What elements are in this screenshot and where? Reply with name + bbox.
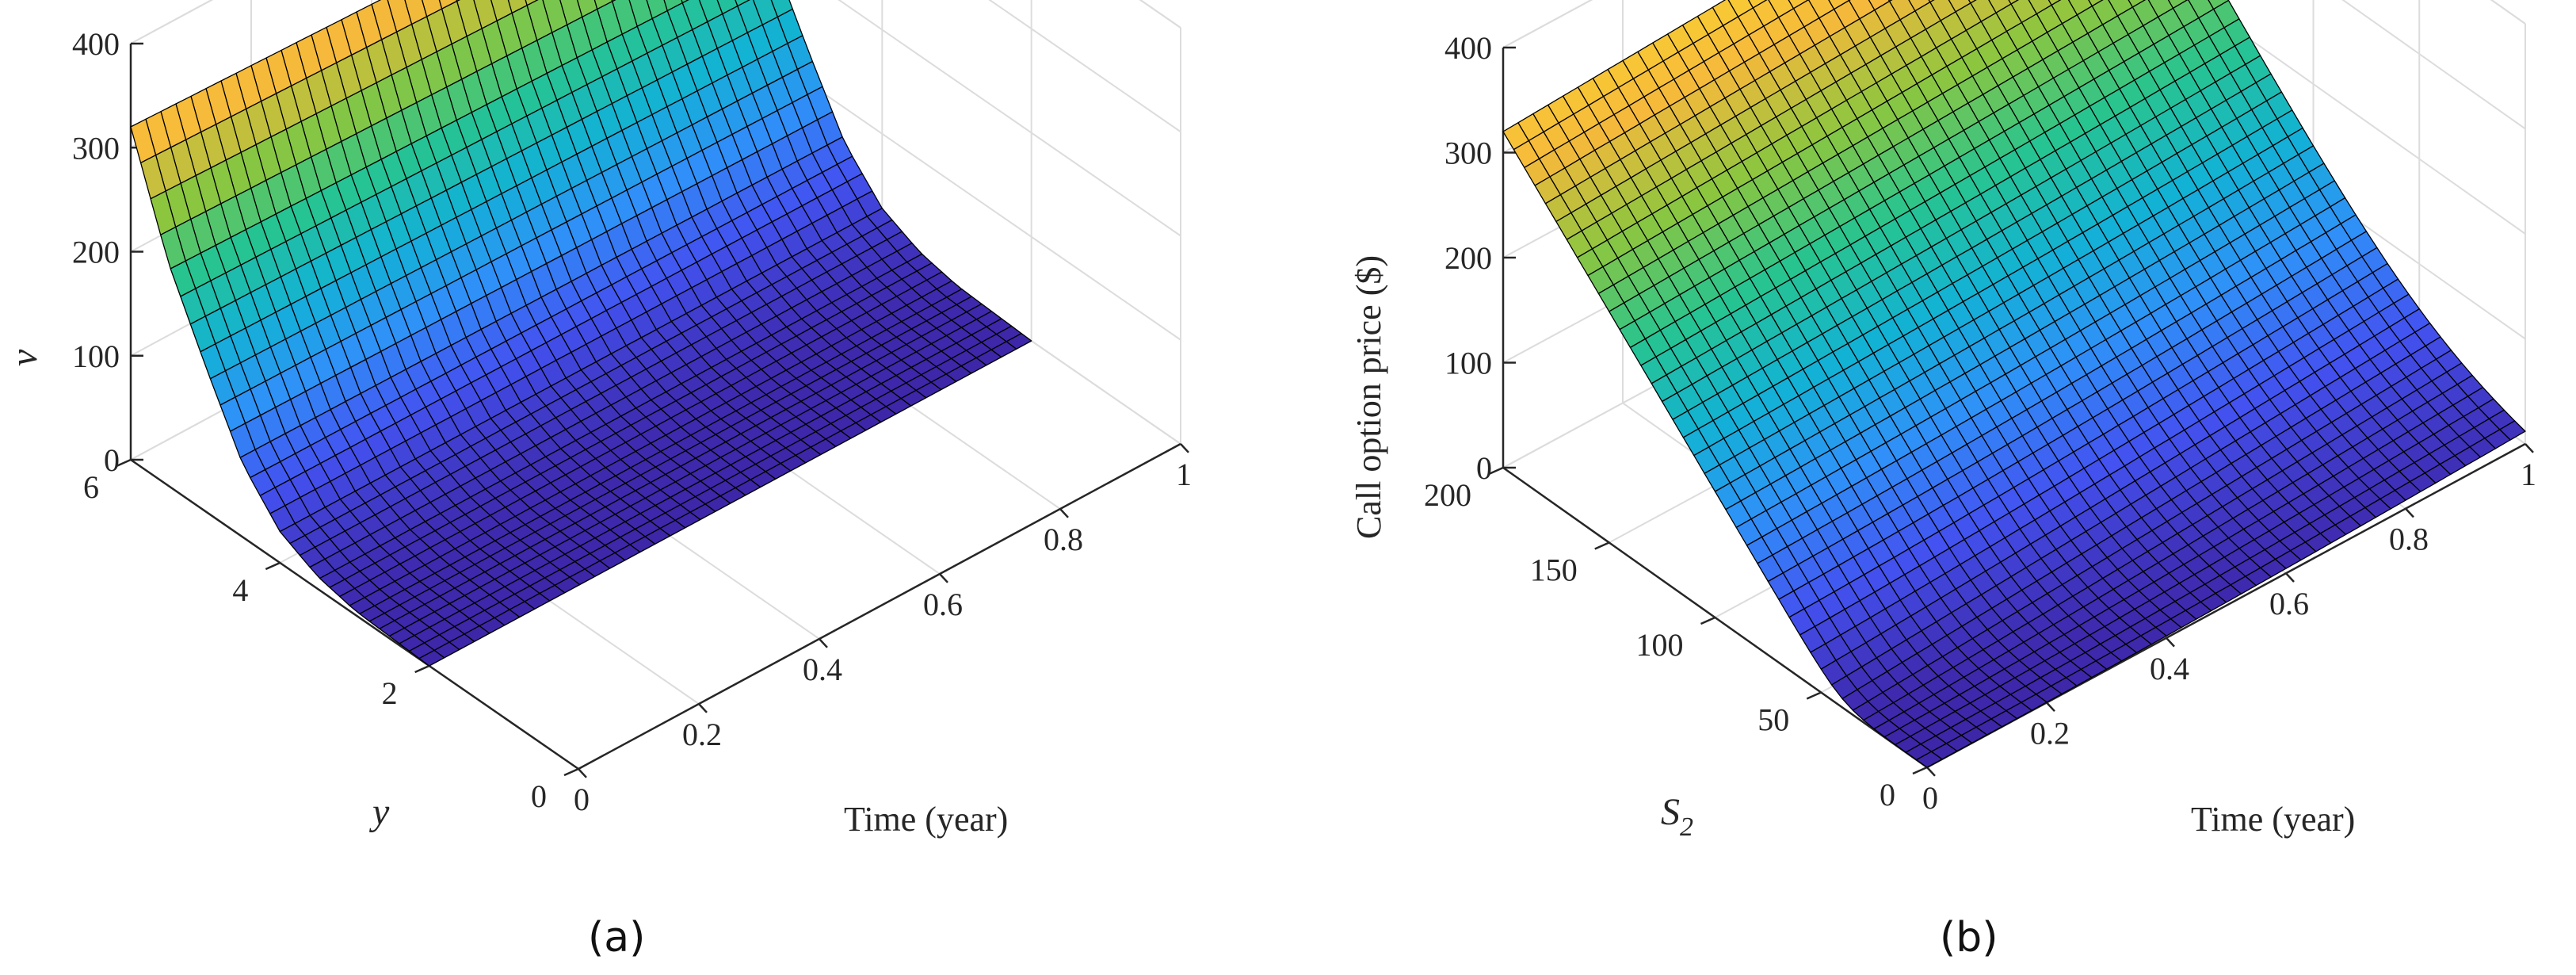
y-tick-label: 6 — [83, 469, 99, 505]
x-tick — [2285, 572, 2295, 583]
z-tick-label: 0 — [104, 442, 120, 478]
z-tick-label: 300 — [72, 130, 120, 166]
z-tick-label: 400 — [1444, 30, 1492, 66]
x-tick — [578, 768, 587, 778]
x-tick-label: 0.4 — [803, 652, 842, 687]
y-tick — [563, 767, 579, 777]
y-tick — [1806, 691, 1822, 700]
y-tick-label: 4 — [232, 572, 248, 608]
y-tick-label: 50 — [1757, 702, 1789, 738]
x-tick-label: 0.4 — [2150, 651, 2189, 686]
grid-line — [988, 0, 1181, 133]
y-tick — [1594, 541, 1610, 550]
y-axis-line — [130, 458, 579, 770]
x-tick — [939, 573, 948, 583]
x-tick-label: 0 — [574, 782, 590, 817]
panel-a-zlabel: v — [3, 349, 45, 366]
y-tick — [1912, 766, 1928, 775]
z-tick-label: 100 — [1444, 346, 1492, 381]
x-tick-label: 0.6 — [2269, 586, 2309, 621]
panel-a-caption: (a) — [588, 914, 645, 962]
surface-patch — [418, 649, 445, 667]
x-tick — [1926, 767, 1936, 777]
y-tick-label: 150 — [1530, 552, 1578, 588]
panel-b-xlabel: Time (year) — [2191, 800, 2355, 839]
x-tick-label: 0.8 — [2389, 522, 2429, 557]
y-tick-label: 0 — [1880, 777, 1895, 812]
x-tick — [1180, 443, 1189, 453]
x-tick — [1059, 508, 1069, 518]
y-tick-label: 100 — [1636, 627, 1684, 663]
grid-line — [838, 0, 1181, 237]
z-tick-label: 100 — [72, 338, 120, 374]
x-tick-label: 1 — [2521, 457, 2536, 492]
z-tick-label: 200 — [72, 235, 120, 270]
panel-b: 00.20.40.60.810501001502000100200300400 … — [1349, 0, 2536, 962]
y-tick-label: 2 — [382, 675, 398, 711]
z-tick-label: 300 — [1444, 136, 1492, 171]
z-tick-label: 200 — [1444, 240, 1492, 276]
x-tick-label: 0 — [1922, 780, 1938, 816]
panel-b-surface — [1502, 0, 2526, 768]
x-tick — [2405, 507, 2414, 518]
z-tick-label: 0 — [1476, 450, 1492, 486]
x-tick-label: 0.2 — [682, 717, 722, 752]
panel-b-ylabel-main: S — [1661, 791, 1680, 833]
y-tick — [1700, 616, 1716, 625]
y-tick — [1488, 466, 1504, 476]
panel-b-ylabel-sub: 2 — [1680, 812, 1693, 842]
x-tick — [698, 703, 708, 713]
y-tick-label: 0 — [531, 778, 547, 814]
panel-b-zlabel: Call option price ($) — [1349, 255, 1388, 539]
y-tick — [414, 664, 430, 674]
panel-a-xlabel: Time (year) — [844, 800, 1008, 839]
panel-a-surface — [130, 0, 1032, 667]
surface-patch — [1915, 751, 1943, 768]
panel-b-caption: (b) — [1940, 914, 1998, 962]
panel-b-ylabel: S2 — [1661, 791, 1693, 842]
x-tick-label: 1 — [1176, 457, 1192, 492]
x-tick — [2166, 637, 2175, 648]
y-tick — [116, 458, 132, 468]
z-tick-label: 400 — [72, 26, 120, 62]
x-tick — [2524, 443, 2534, 453]
panel-a-axes — [116, 42, 1189, 778]
y-tick-label: 200 — [1424, 477, 1471, 513]
panel-a-ylabel: y — [368, 791, 390, 833]
x-tick-label: 0.8 — [1044, 522, 1083, 557]
x-tick-label: 0.2 — [2030, 715, 2070, 751]
x-tick-label: 0.6 — [923, 587, 963, 622]
x-axis-line — [578, 442, 1181, 770]
y-tick — [265, 561, 280, 571]
grid-line — [1139, 0, 1181, 29]
grid-line — [2341, 0, 2526, 130]
x-tick — [819, 638, 828, 648]
box-edge — [1139, 0, 1181, 29]
x-tick — [2046, 702, 2055, 713]
